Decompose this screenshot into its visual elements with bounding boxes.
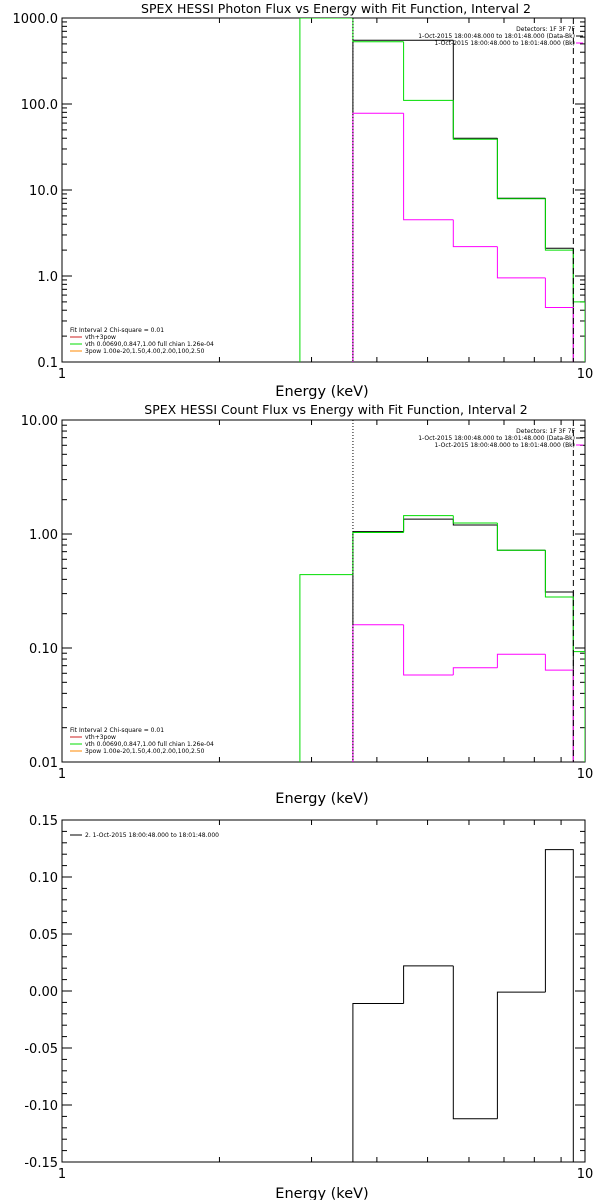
photon-flux-series-2 <box>352 112 574 362</box>
photon-flux-series-1 <box>299 18 585 362</box>
count-flux-y-tick-label: 10.00 <box>21 414 58 429</box>
count-flux-x-tick-label: 1 <box>58 767 66 782</box>
photon-flux-y-tick-label: 10.0 <box>29 184 58 199</box>
residuals-x-tick-label: 1 <box>58 1167 66 1182</box>
residuals-legend-line: 2. 1-Oct-2015 18:00:48.000 to 18:01:48.0… <box>85 832 219 839</box>
count-flux-info-line: Detectors: 1F 3F 7F <box>516 428 575 435</box>
residuals-y-tick-label: 0.05 <box>29 928 58 943</box>
residuals-data <box>352 849 574 1162</box>
photon-flux-series-0 <box>352 39 574 362</box>
count-flux-legend-line: vth 0.00690,0.847,1.00 full chian 1.26e-… <box>85 741 214 748</box>
count-flux-y-tick-label: 0.01 <box>29 756 58 771</box>
photon-flux-title: SPEX HESSI Photon Flux vs Energy with Fi… <box>141 1 531 16</box>
count-flux-x-tick-label: 10 <box>577 767 594 782</box>
count-flux-title: SPEX HESSI Count Flux vs Energy with Fit… <box>144 402 527 417</box>
photon-flux-legend-line: vth+3pow <box>85 334 116 341</box>
photon-flux-y-tick-label: 100.0 <box>21 98 58 113</box>
photon-flux-legend-line: Fit Interval 2 Chi-square = 0.01 <box>70 327 164 334</box>
residuals-series-0 <box>352 849 574 1162</box>
count-flux-axes-frame <box>61 419 586 763</box>
residuals-plot: 1 10 0.15 0.10 0.05 0.00 -0.05 -0.10 -0.15 2. 1-O… <box>24 814 593 1182</box>
count-flux-data <box>299 515 585 762</box>
count-flux-legend-line: Fit Interval 2 Chi-square = 0.01 <box>70 727 164 734</box>
count-flux-series-2 <box>352 624 574 762</box>
count-flux-y-tick-label: 1.00 <box>29 528 58 543</box>
photon-flux-y-tick-label: 1000.0 <box>13 12 59 27</box>
photon-flux-x-tick-label: 10 <box>577 367 594 382</box>
photon-flux-legend-line: vth 0.00690,0.847,1.00 full chian 1.26e-… <box>85 341 214 348</box>
count-flux-legend-line: 3pow 1.00e-20,1.50,4.00,2.00,100,2.50 <box>85 748 205 755</box>
count-flux-legend-line: vth+3pow <box>85 734 116 741</box>
count-flux-info-line: 1-Oct-2015 18:00:48.000 to 18:01:48.000 … <box>435 442 576 449</box>
photon-flux-info-line: 1-Oct-2015 18:00:48.000 to 18:01:48.000 … <box>435 40 576 47</box>
count-flux-series-1 <box>299 515 585 762</box>
photon-flux-panel: SPEX HESSI Photon Flux vs Energy with Fi… <box>141 1 531 400</box>
photon-flux-data <box>299 18 585 362</box>
photon-flux-x-label: Energy (keV) <box>275 384 368 400</box>
residuals-x-tick-label: 10 <box>577 1167 594 1182</box>
residuals-y-tick-label: 0.15 <box>29 814 58 829</box>
residuals-y-tick-label: 0.10 <box>29 871 58 886</box>
residuals-y-tick-label: -0.10 <box>24 1099 58 1114</box>
count-flux-info-line: 1-Oct-2015 18:00:48.000 to 18:01:48.000 … <box>418 435 575 442</box>
residuals-y-tick-label: -0.15 <box>24 1156 58 1171</box>
photon-flux-info-line: 1-Oct-2015 18:00:48.000 to 18:01:48.000 … <box>418 33 575 40</box>
photon-flux-x-tick-label: 1 <box>58 367 66 382</box>
residuals-axes-frame <box>61 819 586 1163</box>
count-flux-x-label: Energy (keV) <box>275 791 368 807</box>
residuals-x-label: Energy (keV) <box>275 1186 368 1200</box>
residuals-panel: Energy (keV) <box>275 1186 368 1200</box>
residuals-y-tick-label: -0.05 <box>24 1042 58 1057</box>
count-flux-panel: SPEX HESSI Count Flux vs Energy with Fit… <box>144 402 527 807</box>
count-flux-y-tick-label: 0.10 <box>29 642 58 657</box>
photon-flux-axes-frame <box>61 17 586 363</box>
photon-flux-info-line: Detectors: 1F 3F 7F <box>516 26 575 33</box>
photon-flux-plot: 1 10 0.1 1.0 10.0 100.0 1000.0 Detectors: 1F 3F… <box>13 12 594 382</box>
photon-flux-legend-line: 3pow 1.00e-20,1.50,4.00,2.00,100,2.50 <box>85 348 205 355</box>
photon-flux-y-tick-label: 1.0 <box>37 270 58 285</box>
count-flux-series-0 <box>352 518 574 762</box>
residuals-y-tick-label: 0.00 <box>29 985 58 1000</box>
photon-flux-y-tick-label: 0.1 <box>37 356 58 371</box>
